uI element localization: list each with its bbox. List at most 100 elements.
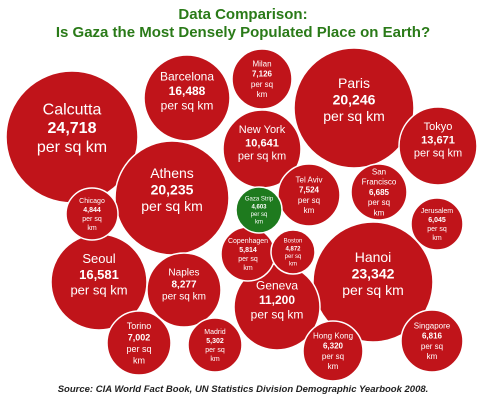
bubble-circle-boston (270, 229, 316, 275)
city-name-singapore: Singapore (414, 321, 451, 330)
city-name-jerusalem: Jerusalem (421, 208, 453, 215)
city-unit-madrid: per sq (205, 347, 225, 354)
bubble-jerusalem: Jerusalem 6,045 per sq km (410, 197, 464, 251)
city-name-geneva: Geneva (256, 279, 298, 293)
city-unit-chicago: per sq (82, 216, 102, 223)
city-value-barcelona: 16,488 (169, 84, 206, 98)
city-value-gaza-strip: 4,603 (251, 204, 267, 210)
source-note: Source: CIA World Fact Book, UN Statisti… (57, 384, 429, 395)
city-name-san-francisco-0: San (372, 167, 386, 176)
city-value-paris: 20,246 (333, 92, 376, 108)
bubble-circle-madrid (187, 317, 243, 373)
city-unit-torino: per sq (126, 344, 151, 354)
city-value-athens: 20,235 (151, 182, 194, 198)
city-unit-athens: per sq km (141, 198, 202, 214)
city-unit2-gaza-strip: km (255, 220, 263, 226)
city-name-calcutta: Calcutta (43, 101, 102, 118)
city-unit2-copenhagen: km (243, 265, 253, 272)
bubble-circle-hong-kong (302, 320, 364, 382)
bubble-circle-san-francisco (350, 163, 408, 221)
bubble-circle-copenhagen (220, 226, 276, 282)
bubble-circle-paris (293, 47, 415, 169)
city-name-tel-aviv: Tel Aviv (296, 175, 323, 184)
city-value-boston: 4,872 (285, 246, 301, 252)
city-unit-barcelona: per sq km (161, 98, 214, 112)
city-unit2-boston: km (289, 262, 297, 268)
city-value-calcutta: 24,718 (48, 120, 97, 137)
city-unit2-tel-aviv: km (304, 206, 315, 215)
city-unit-paris: per sq km (323, 108, 384, 124)
city-value-geneva: 11,200 (259, 293, 295, 307)
city-value-milan: 7,126 (252, 70, 273, 79)
city-name-boston: Boston (284, 239, 303, 245)
city-unit-singapore: per sq (421, 342, 443, 351)
bubble-circle-singapore (400, 309, 464, 373)
city-name-barcelona: Barcelona (160, 70, 214, 84)
city-name-milan: Milan (252, 59, 271, 68)
bubble-chicago: Chicago 4,844 per sq km (65, 187, 119, 241)
city-name-gaza-strip: Gaza Strip (245, 197, 274, 203)
city-value-chicago: 4,844 (83, 207, 101, 214)
city-unit2-milan: km (257, 90, 268, 99)
city-unit-copenhagen: per sq (238, 256, 258, 263)
city-unit-naples: per sq km (162, 292, 206, 303)
city-name-san-francisco-1: Francisco (362, 178, 397, 187)
city-name-paris: Paris (338, 75, 370, 91)
city-name-naples: Naples (168, 268, 199, 279)
city-unit-tel-aviv: per sq (298, 196, 320, 205)
city-value-torino: 7,002 (128, 332, 151, 342)
city-value-copenhagen: 5,814 (239, 247, 257, 254)
city-unit2-chicago: km (87, 225, 97, 232)
city-value-jerusalem: 6,045 (428, 217, 446, 224)
bubble-circle-naples (146, 252, 222, 328)
city-name-madrid: Madrid (204, 329, 226, 336)
city-value-hong-kong: 6,320 (323, 342, 344, 351)
city-unit-seoul: per sq km (70, 282, 127, 297)
city-unit-boston: per sq (285, 254, 302, 260)
city-name-new-york: New York (239, 124, 286, 136)
bubble-circle-barcelona (143, 54, 231, 142)
bubble-circle-hanoi (312, 221, 434, 343)
bubble-calcutta: Calcutta 24,718 per sq km (5, 70, 139, 204)
bubble-circle-chicago (65, 187, 119, 241)
city-name-seoul: Seoul (82, 251, 115, 266)
city-name-athens: Athens (150, 165, 194, 181)
chart-title-line-2: Is Gaza the Most Densely Populated Place… (55, 24, 431, 41)
city-name-hanoi: Hanoi (355, 249, 392, 265)
city-value-singapore: 6,816 (422, 332, 443, 341)
bubble-circle-jerusalem (410, 197, 464, 251)
city-value-hanoi: 23,342 (352, 266, 395, 282)
city-unit2-singapore: km (427, 352, 438, 361)
bubble-madrid: Madrid 5,302 per sq km (187, 317, 243, 373)
city-unit2-torino: km (133, 355, 145, 365)
city-unit2-hong-kong: km (328, 362, 339, 371)
city-value-seoul: 16,581 (79, 267, 119, 282)
city-value-tel-aviv: 7,524 (299, 186, 320, 195)
city-unit-milan: per sq (251, 80, 273, 89)
bubble-circle-tel-aviv (277, 163, 341, 227)
city-unit-hanoi: per sq km (342, 282, 403, 298)
bubble-circle-torino (106, 310, 172, 376)
city-unit-gaza-strip: per sq (251, 212, 268, 218)
city-name-tokyo: Tokyo (424, 121, 453, 133)
city-value-san-francisco: 6,685 (369, 188, 390, 197)
city-unit2-san-francisco: km (374, 208, 385, 217)
city-name-chicago: Chicago (79, 198, 105, 205)
city-value-new-york: 10,641 (245, 137, 279, 149)
city-name-torino: Torino (127, 321, 152, 331)
city-unit-geneva: per sq km (251, 307, 304, 321)
city-unit-new-york: per sq km (238, 150, 286, 162)
bubble-circle-milan (231, 48, 293, 110)
city-name-hong-kong: Hong Kong (313, 331, 353, 340)
